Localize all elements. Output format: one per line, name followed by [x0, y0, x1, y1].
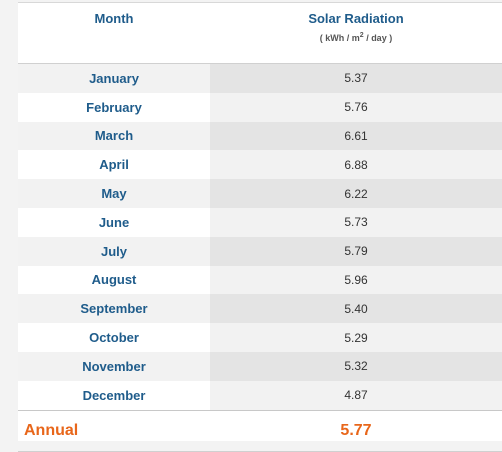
value-cell: 5.79: [210, 236, 502, 266]
month-row: July 5.79: [18, 236, 502, 266]
month-row: January 5.37: [18, 63, 502, 93]
unit-text: / day ): [363, 33, 393, 43]
month-cell: November: [18, 351, 210, 381]
value-cell: 5.73: [210, 207, 502, 237]
month-row: August 5.96: [18, 265, 502, 295]
value-cell: 5.40: [210, 294, 502, 324]
month-cell: July: [18, 236, 210, 266]
month-row: December 4.87: [18, 380, 502, 411]
month-cell: August: [91, 272, 137, 288]
value-cell: 6.22: [210, 179, 502, 208]
month-cell: September: [18, 294, 210, 324]
header-row: Month Solar Radiation ( kWh / m2 / day ): [18, 3, 502, 64]
month-row: November 5.32: [18, 351, 502, 381]
value-cell: 5.76: [210, 92, 502, 122]
value-cell: 5.37: [210, 63, 502, 93]
unit-text: ( kWh / m: [319, 33, 360, 43]
radiation-table: Month Solar Radiation( kWh / m2 / day ) …: [18, 3, 502, 452]
month-cell: June: [98, 214, 130, 230]
annual-row: Annual 5.77: [18, 409, 502, 452]
month-cell: December: [82, 387, 146, 403]
annual-label: Annual: [18, 409, 210, 452]
radiation-header: Solar Radiation ( kWh / m2 / day ): [210, 3, 502, 64]
month-cell: October: [89, 330, 139, 346]
month-row: February 5.76: [18, 92, 502, 122]
month-cell: April: [99, 157, 129, 173]
unit-label: ( kWh / m2 / day ): [211, 32, 501, 43]
month-row: April 6.88: [18, 150, 502, 180]
month-cell: January: [18, 63, 210, 93]
month-row: September 5.40: [18, 294, 502, 324]
value-cell: 5.32: [210, 351, 502, 381]
value-cell: 6.88: [210, 150, 502, 180]
radiation-title: Solar Radiation: [308, 11, 404, 26]
month-row: May 6.22: [18, 179, 502, 208]
month-cell: May: [18, 179, 210, 208]
month-cell: February: [86, 99, 142, 115]
value-cell: 6.61: [210, 121, 502, 151]
value-cell: 5.29: [210, 323, 502, 352]
month-row: June 5.73: [18, 207, 502, 237]
month-row: March 6.61: [18, 121, 502, 151]
value-cell: 4.87: [210, 380, 502, 411]
month-header: Month: [18, 3, 210, 64]
value-cell: 5.96: [210, 265, 502, 295]
month-cell: March: [18, 121, 210, 151]
annual-value: 5.77: [210, 409, 502, 452]
month-row: October 5.29: [18, 323, 502, 352]
table-panel: Month Solar Radiation( kWh / m2 / day ) …: [18, 2, 502, 452]
unit-exponent: 2: [359, 32, 364, 39]
